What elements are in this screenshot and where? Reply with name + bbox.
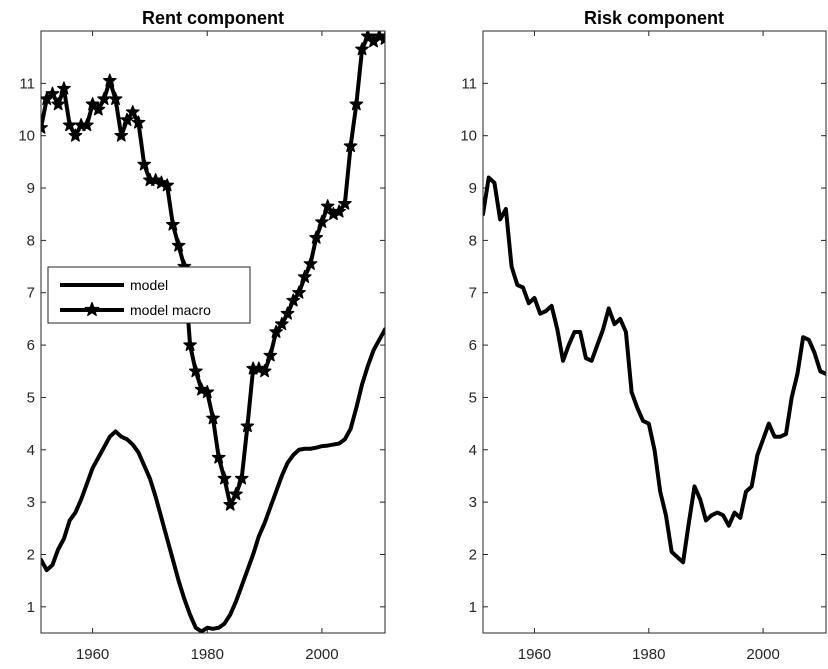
rent-star-marker	[45, 86, 60, 100]
rent-star-marker	[292, 285, 306, 299]
legend-star-icon	[84, 301, 100, 316]
rent-series-lines	[41, 31, 385, 633]
rent-star-marker	[349, 97, 364, 111]
rent-star-marker	[355, 42, 369, 56]
legend-model-label: model	[130, 277, 168, 293]
risk-y-tick-label: 8	[469, 232, 477, 249]
rent-panel-title: Rent component	[142, 8, 284, 28]
rent-series-model-line	[41, 327, 385, 633]
risk-component-panel: Risk component 1 2 3 4 5 6 7 8 9 10 11 1960 1980 2000	[460, 8, 827, 663]
risk-y-tick-label: 9	[469, 180, 477, 197]
risk-x-tick-label: 1980	[632, 646, 665, 663]
rent-star-marker	[51, 97, 66, 111]
risk-y-tick-label: 1	[469, 599, 477, 616]
risk-x-tick-label: 1960	[518, 646, 551, 663]
rent-y-tick-label: 4	[27, 442, 35, 459]
risk-y-tick-label: 11	[461, 75, 477, 92]
rent-star-marker	[297, 269, 312, 283]
rent-star-marker	[131, 115, 146, 129]
rent-star-marker	[165, 217, 180, 231]
rent-x-tick-label: 1960	[76, 646, 109, 663]
risk-panel-title: Risk component	[584, 8, 724, 28]
rent-star-marker	[171, 238, 186, 252]
rent-star-marker	[217, 471, 232, 485]
rent-star-marker	[332, 204, 347, 218]
rent-y-tick-label: 9	[27, 180, 35, 197]
rent-star-marker	[114, 128, 129, 142]
rent-star-marker	[41, 120, 48, 134]
rent-star-marker	[108, 91, 123, 105]
rent-star-marker	[206, 411, 220, 425]
risk-y-tick-label: 7	[469, 285, 477, 302]
rent-star-marker	[188, 364, 203, 378]
risk-axis-ticks: 1 2 3 4 5 6 7 8 9 10 11 1960 1980 2000	[460, 31, 826, 663]
rent-y-tick-label: 1	[27, 599, 35, 616]
rent-star-marker	[234, 471, 249, 485]
rent-legend: model model macro	[47, 266, 251, 324]
rent-star-marker	[286, 293, 301, 307]
rent-star-marker	[223, 497, 238, 511]
rent-y-tick-label: 7	[27, 285, 35, 302]
rent-star-marker	[79, 118, 94, 132]
risk-series-lines	[483, 175, 826, 565]
rent-star-marker	[269, 324, 283, 338]
risk-y-tick-label: 10	[460, 128, 477, 145]
rent-star-marker	[303, 256, 318, 270]
rent-star-marker	[257, 364, 272, 378]
risk-y-tick-label: 2	[469, 546, 477, 563]
rent-star-marker	[183, 337, 197, 352]
rent-star-marker	[337, 196, 352, 210]
rent-star-marker	[137, 157, 152, 171]
rent-axis-ticks: 1 2 3 4 5 6 7 8 9 10 11 1960 1980 2000	[18, 31, 385, 663]
rent-x-tick-label: 2000	[305, 646, 338, 663]
rent-y-tick-label: 5	[27, 389, 35, 406]
rent-y-tick-label: 2	[27, 546, 35, 563]
rent-star-marker	[280, 306, 295, 320]
rent-y-tick-label: 3	[27, 494, 35, 511]
rent-y-tick-label: 8	[27, 232, 35, 249]
rent-star-marker	[343, 138, 358, 153]
rent-x-tick-label: 1980	[191, 646, 224, 663]
rent-y-tick-label: 10	[18, 128, 35, 145]
rent-star-marker	[274, 316, 289, 331]
legend-model-macro-label: model macro	[130, 302, 211, 318]
rent-component-panel: Rent component 1 2 3 4 5 6 7 8 9 10 11 1960 1980 2000…	[18, 8, 386, 663]
rent-star-marker	[263, 348, 278, 362]
legend-box	[47, 266, 251, 324]
risk-y-tick-label: 6	[469, 337, 477, 354]
risk-y-tick-label: 3	[469, 494, 477, 511]
risk-axes-box	[482, 30, 827, 634]
rent-star-marker	[378, 31, 385, 45]
rent-star-marker	[320, 199, 335, 213]
rent-star-marker	[200, 385, 215, 399]
risk-series-line-line	[483, 175, 826, 565]
rent-star-marker	[229, 487, 243, 501]
rent-star-marker	[125, 104, 140, 119]
rent-star-marker	[315, 214, 329, 229]
rent-y-tick-label: 6	[27, 337, 35, 354]
rent-star-marker	[68, 128, 83, 142]
rent-star-marker	[120, 112, 134, 126]
risk-x-tick-label: 2000	[746, 646, 779, 663]
rent-star-marker	[160, 178, 175, 192]
rent-star-marker	[240, 419, 255, 433]
rent-star-marker	[211, 450, 226, 464]
rent-axes-box	[40, 30, 386, 634]
rent-star-marker	[102, 73, 117, 87]
rent-star-marker	[309, 230, 324, 244]
rent-y-tick-label: 11	[19, 75, 35, 92]
risk-y-tick-label: 4	[469, 442, 477, 459]
rent-star-marker	[57, 81, 71, 95]
rent-star-marker	[91, 102, 106, 116]
risk-y-tick-label: 5	[469, 389, 477, 406]
